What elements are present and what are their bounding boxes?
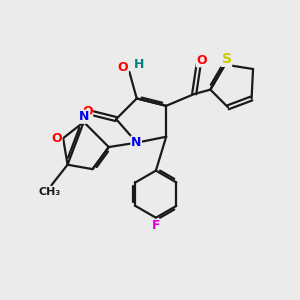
Text: F: F bbox=[152, 220, 160, 232]
Text: CH₃: CH₃ bbox=[39, 187, 61, 197]
Text: O: O bbox=[82, 105, 93, 118]
Text: N: N bbox=[131, 136, 141, 149]
Text: O: O bbox=[196, 54, 207, 67]
Text: S: S bbox=[222, 52, 232, 66]
Text: O: O bbox=[118, 61, 128, 74]
Text: N: N bbox=[79, 110, 89, 123]
Text: O: O bbox=[51, 132, 62, 145]
Text: H: H bbox=[134, 58, 144, 71]
